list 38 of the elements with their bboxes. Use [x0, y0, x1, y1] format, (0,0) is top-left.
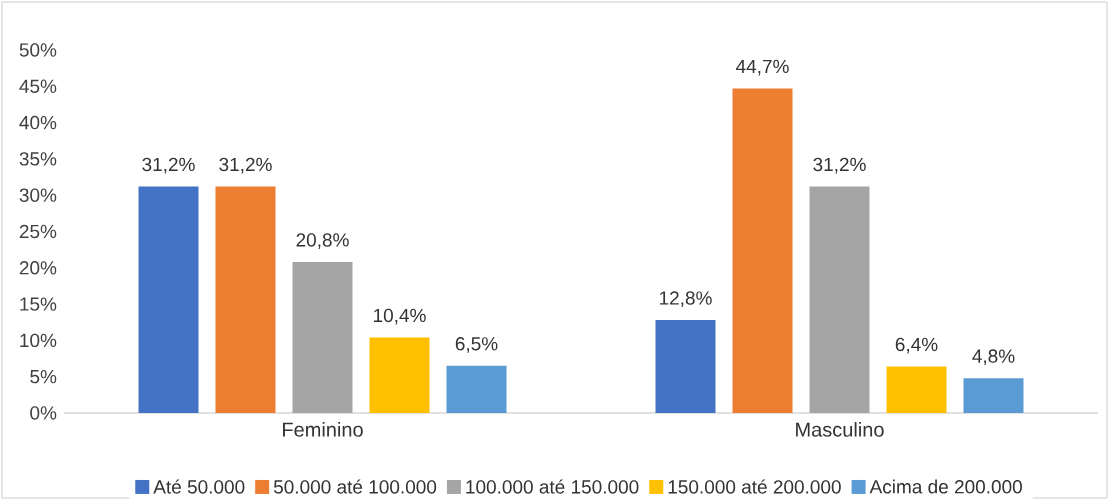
- data-label: 12,8%: [660, 291, 712, 307]
- y-tick-label: 50%: [19, 43, 57, 57]
- data-label: 44,7%: [736, 59, 789, 76]
- bar: [138, 186, 199, 413]
- data-label: 31,2%: [142, 157, 195, 174]
- bar: [732, 88, 793, 413]
- legend-label: 100.000 até 150.000: [466, 479, 639, 494]
- legend-label: Acima de 200.000: [869, 479, 1022, 494]
- y-tick-label: 5%: [30, 369, 57, 384]
- data-label: 31,2%: [813, 157, 866, 174]
- bar: [446, 365, 507, 413]
- y-tick-label: 25%: [19, 224, 57, 238]
- data-label: 10,4%: [374, 308, 426, 325]
- data-label: 31,2%: [219, 157, 272, 174]
- legend-label: 50.000 até 100.000: [273, 479, 437, 494]
- y-tick-label: 40%: [19, 115, 57, 130]
- y-tick-label: 15%: [20, 297, 57, 311]
- bar: [215, 186, 276, 413]
- x-tick-label: Feminino: [283, 421, 363, 437]
- bar: [886, 366, 947, 413]
- data-label: 6,5%: [455, 336, 498, 353]
- y-tick-label: 30%: [19, 188, 57, 202]
- y-tick-label: 45%: [19, 79, 57, 93]
- bar: [292, 261, 353, 413]
- bar: [369, 337, 430, 413]
- y-tick-label: 0%: [30, 406, 57, 420]
- bar: [963, 377, 1024, 413]
- y-tick-label: 35%: [19, 151, 57, 166]
- legend-label: Até 50.000: [153, 479, 245, 494]
- legend-label: 150.000 até 200.000: [668, 479, 841, 494]
- y-tick-label: 20%: [19, 260, 57, 275]
- y-tick-label: 10%: [20, 333, 57, 347]
- data-label: 20,8%: [296, 233, 349, 249]
- bar: [655, 319, 716, 413]
- data-label: 6,4%: [895, 337, 938, 354]
- x-tick-label: Masculino: [796, 421, 884, 437]
- bar: [809, 186, 870, 413]
- data-label: 4,8%: [972, 349, 1015, 365]
